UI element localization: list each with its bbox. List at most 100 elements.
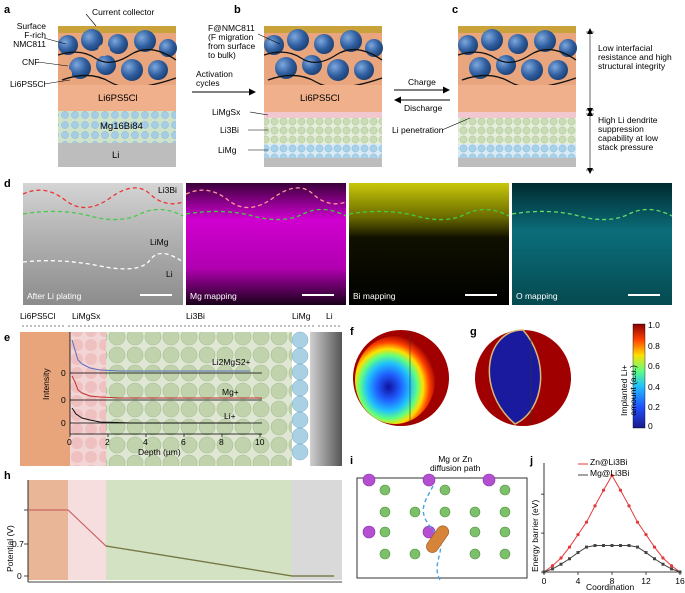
data-point (576, 533, 580, 537)
legend-mg: Mg@Li3Bi (590, 468, 630, 478)
li-layer-label: Li (112, 150, 120, 161)
e-xtick-6: 6 (181, 437, 186, 447)
data-point (593, 544, 597, 548)
potential-plot-h (24, 480, 342, 583)
e-region-li6ps5cl: Li6PS5Cl (20, 311, 56, 321)
panel-label-d: d (4, 178, 11, 190)
e-zero-2: 0 (61, 395, 66, 405)
data-point (585, 545, 588, 549)
data-point (669, 564, 674, 568)
data-point (593, 504, 597, 508)
electrolyte-layer-label: Li6PS5Cl (98, 93, 138, 104)
data-point (627, 544, 631, 548)
j-xtick-label: 4 (576, 576, 581, 586)
e-region-limgsx: LiMgSx (72, 311, 101, 321)
limgsx-label: LiMgSx (212, 107, 241, 117)
panel-label-j: j (530, 455, 534, 467)
data-point (661, 562, 665, 566)
series-line-1 (543, 545, 681, 573)
depth-profile-e (20, 325, 342, 466)
e-xtick-10: 10 (255, 437, 265, 447)
data-point (644, 551, 648, 555)
panel-label-a: a (4, 4, 11, 16)
e-ion-li2mgs2: Li2MgS2+ (212, 357, 251, 367)
e-xtick-8: 8 (219, 437, 224, 447)
e-ion-mg: Mg+ (222, 387, 239, 397)
d-li3bi-label: Li3Bi (158, 185, 177, 195)
j-xtick-label: 0 (542, 576, 547, 586)
panel-label-e: e (4, 332, 11, 344)
e-ion-li: Li+ (224, 411, 236, 421)
j-xtick-label: 12 (641, 576, 651, 586)
discharge-label: Discharge (404, 103, 443, 113)
panel-label-h: h (4, 470, 11, 482)
j-xlabel: Coordination (586, 582, 635, 592)
j-ylabel: Energy barrier (eV) (530, 499, 540, 572)
data-point (568, 557, 571, 561)
li-penetration-label: Li penetration (392, 125, 444, 135)
stack-b (263, 26, 383, 167)
stack-c (457, 26, 577, 167)
e-region-limg: LiMg (292, 311, 311, 321)
data-point (652, 545, 657, 549)
data-point (635, 520, 640, 524)
d-limg-label: LiMg (150, 237, 169, 247)
e-region-li3bi: Li3Bi (186, 311, 205, 321)
data-point (644, 533, 648, 537)
surface-nmc-label: Surface F-rich NMC811 (13, 21, 46, 49)
series-line-0 (543, 474, 681, 573)
cbar-tick-08: 0.8 (648, 341, 660, 351)
li3bi-label-b: Li3Bi (220, 125, 239, 135)
i-title: Mg or Zn diffusion path (430, 454, 481, 473)
e-zero-1: 0 (61, 368, 66, 378)
panel-label-i: i (350, 455, 354, 467)
data-point (601, 488, 606, 492)
data-point (678, 570, 682, 574)
h-ytick-0: 0 (17, 571, 22, 581)
schematic-abc (37, 13, 594, 174)
e-zero-3: 0 (61, 418, 66, 428)
e-xtick-0: 0 (67, 437, 72, 447)
data-point (653, 557, 656, 561)
colorbar-label: Implanted Li+ amount (a.u.) (619, 364, 638, 416)
cbar-tick-06: 0.6 (648, 361, 660, 371)
diffusion-path-i (356, 473, 528, 581)
legend-zn: Zn@Li3Bi (590, 457, 628, 467)
cnf-label: CNF (22, 57, 40, 67)
data-point (559, 556, 563, 560)
data-point (576, 551, 580, 555)
e-ylabel: Intensity (41, 368, 51, 400)
li6ps5cl-label-a: Li6PS5Cl (10, 79, 46, 89)
spheres-fg (353, 323, 646, 429)
h-ytick-07: 0.7 (12, 539, 24, 549)
energy-barrier-chart-j: 0 4 8 12 16 (541, 463, 685, 586)
cbar-tick-0: 0 (648, 421, 653, 431)
e-xtick-4: 4 (143, 437, 148, 447)
current-collector-label: Current collector (92, 7, 155, 17)
d-li-label: Li (166, 269, 173, 279)
data-point (661, 556, 665, 560)
data-point (584, 520, 589, 524)
caption-o-mapping: O mapping (516, 291, 558, 301)
j-xtick-label: 8 (610, 576, 615, 586)
j-series (542, 473, 682, 574)
e-region-li: Li (326, 311, 333, 321)
data-point (619, 544, 622, 548)
data-point (551, 567, 554, 571)
data-point (610, 544, 614, 548)
data-point (618, 488, 623, 492)
panel-label-c: c (452, 4, 459, 16)
activation-label: Activation cycles (196, 69, 233, 88)
low-interfacial-label: Low interfacial resistance and high stru… (598, 43, 672, 71)
data-point (559, 562, 563, 566)
j-axes: 0 4 8 12 16 (541, 463, 685, 586)
caption-after-plating: After Li plating (27, 291, 82, 301)
cbar-tick-02: 0.2 (648, 402, 660, 412)
cbar-tick-1: 1.0 (648, 320, 660, 330)
stack-a (57, 26, 177, 167)
panel-label-f: f (350, 326, 354, 338)
charge-label: Charge (408, 77, 436, 87)
fnmc-label: F@NMC811 (F migration from surface to bu… (208, 23, 256, 60)
panel-label-g: g (470, 326, 477, 338)
e-xtick-2: 2 (105, 437, 110, 447)
